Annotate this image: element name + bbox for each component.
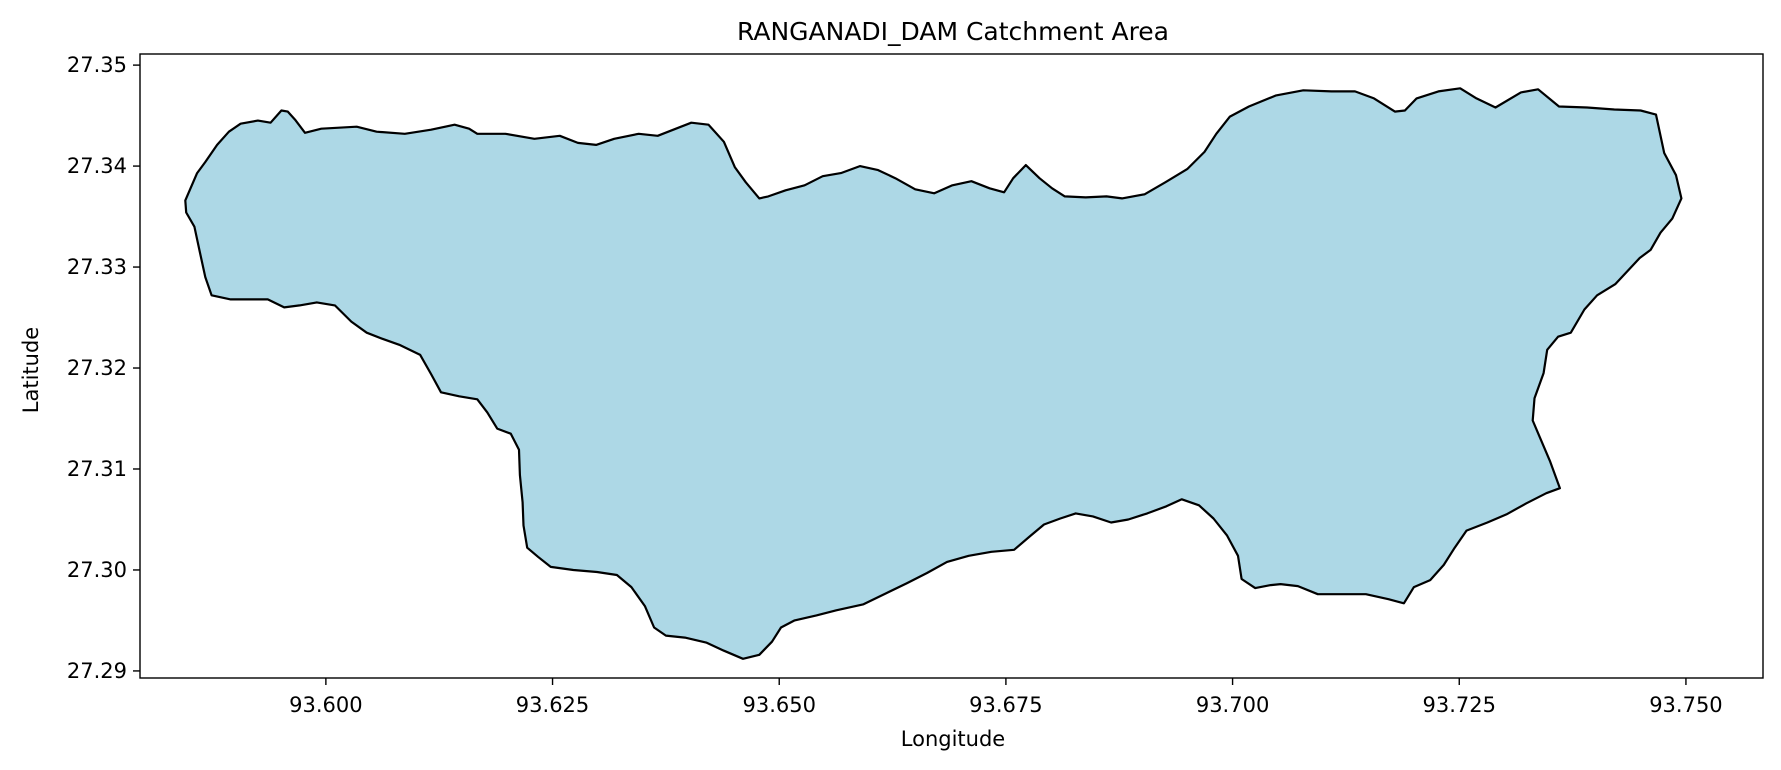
x-tick-label: 93.600 — [289, 693, 362, 717]
x-tick-label: 93.725 — [1423, 693, 1496, 717]
x-tick-label: 93.700 — [1196, 693, 1269, 717]
x-tick-label: 93.625 — [516, 693, 589, 717]
x-tick-label: 93.750 — [1649, 693, 1722, 717]
y-tick-label: 27.30 — [67, 558, 127, 582]
map-title: RANGANADI_DAM Catchment Area — [737, 17, 1169, 46]
axes-frame — [139, 53, 1764, 679]
y-tick-label: 27.35 — [67, 53, 127, 77]
y-axis: 27.29 27.30 27.31 27.32 27.33 27.34 27.35 — [67, 53, 140, 683]
x-axis: 93.600 93.625 93.650 93.675 93.700 93.725 93.7… — [289, 678, 1723, 717]
y-tick-label: 27.34 — [67, 154, 127, 178]
y-tick-label: 27.32 — [67, 356, 127, 380]
x-tick-label: 93.675 — [969, 693, 1042, 717]
y-tick-label: 27.33 — [67, 255, 127, 279]
plot-area — [139, 53, 1764, 679]
x-axis-label: Longitude — [901, 727, 1005, 751]
y-tick-label: 27.29 — [67, 659, 127, 683]
x-tick-label: 93.650 — [742, 693, 815, 717]
y-axis-label: Latitude — [19, 327, 43, 413]
catchment-area-polygon — [184, 87, 1683, 660]
y-tick-label: 27.31 — [67, 457, 127, 481]
